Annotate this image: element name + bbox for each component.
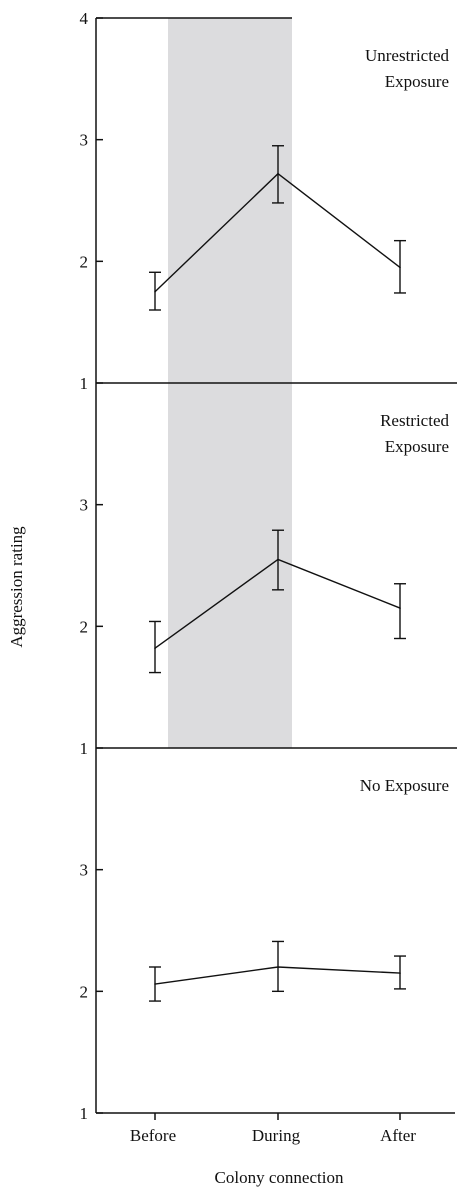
y-axis-label: Aggression rating xyxy=(7,526,26,648)
error-bar xyxy=(394,583,406,640)
error-bar xyxy=(272,145,284,204)
error-bar xyxy=(149,271,161,311)
y-tick-label: 3 xyxy=(80,496,89,515)
panel-annotation: Restricted xyxy=(380,411,449,430)
data-point xyxy=(154,647,156,650)
error-bar xyxy=(394,955,406,990)
panel-annotation: Exposure xyxy=(385,437,449,456)
x-tick-label: Before xyxy=(130,1126,176,1145)
x-tick-label: After xyxy=(380,1126,416,1145)
panel-3: 1 2 3 No Exposure xyxy=(80,776,455,1123)
error-bar xyxy=(149,966,161,1002)
panel-annotation: Unrestricted xyxy=(365,46,450,65)
panel-1: 1 2 3 4 Unrestricted Exposure xyxy=(80,9,457,393)
y-tick-label: 4 xyxy=(80,9,89,28)
x-tick-label: During xyxy=(252,1126,301,1145)
data-point xyxy=(399,266,401,269)
panel-annotation: Exposure xyxy=(385,72,449,91)
data-point xyxy=(399,607,401,609)
error-bar xyxy=(149,620,161,674)
panel-annotation: No Exposure xyxy=(360,776,449,795)
error-bar xyxy=(394,239,406,294)
panel-2: 1 2 3 Restricted Exposure xyxy=(80,411,457,758)
y-tick-label: 3 xyxy=(80,131,89,150)
data-point xyxy=(277,172,279,175)
y-tick-label: 1 xyxy=(80,374,89,393)
data-point xyxy=(154,983,156,985)
y-tick-label: 2 xyxy=(80,252,89,271)
y-tick-label: 1 xyxy=(80,1104,89,1123)
error-bar xyxy=(272,529,284,591)
data-point xyxy=(277,966,279,968)
x-axis-label: Colony connection xyxy=(215,1168,344,1187)
data-point xyxy=(399,972,401,974)
data-point xyxy=(277,558,279,561)
y-tick-label: 2 xyxy=(80,982,89,1001)
error-bar xyxy=(272,940,284,993)
y-tick-label: 2 xyxy=(80,617,89,636)
data-point xyxy=(154,290,156,293)
y-tick-label: 3 xyxy=(80,861,89,880)
y-tick-label: 1 xyxy=(80,739,89,758)
